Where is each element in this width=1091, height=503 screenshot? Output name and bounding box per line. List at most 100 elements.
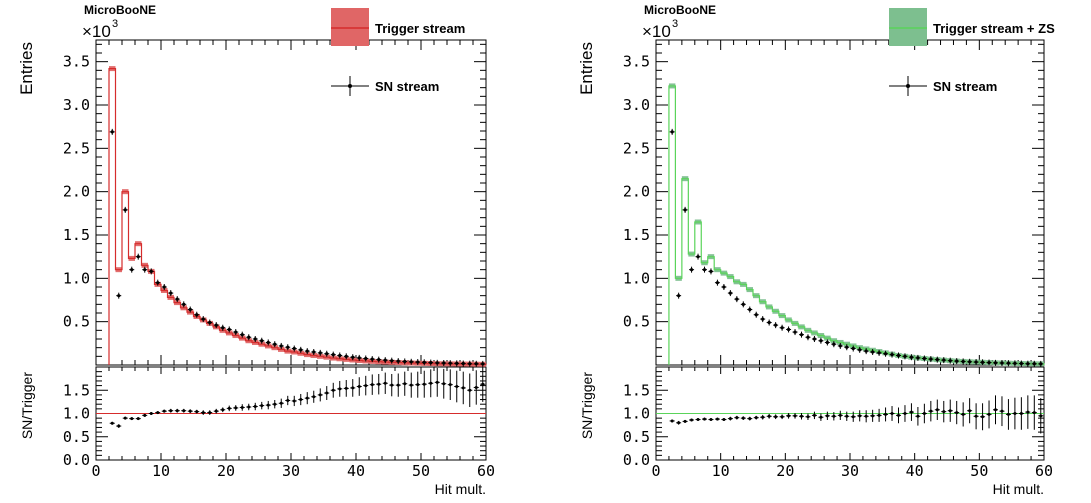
y-tick-label: 0.5 — [623, 313, 650, 331]
legend: Trigger stream + ZS SN stream — [889, 8, 1055, 96]
legend-entry: SN stream — [889, 76, 997, 96]
ratio-data-point — [928, 400, 934, 422]
x-tick-label: 20 — [217, 462, 235, 480]
sn-data-point — [980, 359, 986, 366]
ratio-data-point — [187, 409, 193, 414]
ratio-data-point — [766, 413, 772, 419]
sn-data-point — [304, 348, 310, 355]
ratio-data-point — [454, 370, 460, 403]
sn-data-point — [708, 268, 714, 275]
x-tick-label: 50 — [412, 462, 430, 480]
ratio-data-point — [402, 371, 408, 396]
ratio-data-point — [934, 399, 940, 421]
sn-data-point — [934, 356, 940, 363]
sn-data-point — [908, 354, 914, 361]
sn-data-point — [434, 359, 440, 366]
sn-data-point — [702, 266, 707, 273]
ratio-y-axis-label: SN/Trigger — [19, 372, 35, 440]
sn-data-point — [207, 319, 213, 326]
ratio-data-point — [161, 409, 167, 413]
experiment-label: MicroBooNE — [644, 3, 716, 17]
legend-entry: SN stream — [331, 76, 439, 96]
ratio-data-point — [194, 409, 200, 414]
ratio-data-point — [870, 409, 876, 422]
ratio-data-point — [246, 403, 252, 411]
sn-data-point — [402, 358, 408, 365]
sn-data-point — [155, 279, 161, 286]
sn-data-point — [831, 341, 837, 348]
legend-marker-dot — [348, 84, 352, 88]
ratio-data-point — [857, 410, 863, 422]
sn-data-point — [200, 316, 206, 323]
sn-data-point — [460, 360, 466, 367]
sn-data-point — [941, 357, 947, 364]
ratio-data-point — [298, 393, 304, 406]
y-tick-label: 3.0 — [623, 96, 650, 114]
ratio-data-point — [941, 400, 947, 423]
sn-data-point — [298, 346, 304, 353]
panel-trigger-zs-vs-sn: 0 10 20 30 40 50 60 0.5 1.0 1.5 2.0 2.5 3.0 3.5 0.0 0.5… — [577, 3, 1055, 497]
sn-data-point — [311, 349, 317, 355]
sn-data-point — [811, 336, 817, 342]
sn-data-point — [837, 342, 843, 349]
sn-data-point — [447, 360, 453, 367]
ratio-y-tick-label: 0.0 — [63, 451, 90, 469]
ratio-data-point — [434, 367, 440, 397]
sn-data-point — [850, 345, 856, 352]
sn-data-point — [272, 341, 278, 348]
sn-data-point — [239, 331, 245, 338]
ratio-data-point — [252, 402, 258, 411]
ratio-data-point — [324, 386, 330, 401]
sn-data-point — [135, 253, 141, 260]
ratio-data-point — [181, 408, 187, 413]
sn-data-point — [863, 348, 869, 355]
y-tick-label: 3.5 — [63, 53, 90, 71]
sn-data-point — [960, 358, 966, 365]
x-axis-label: Hit mult. — [993, 481, 1044, 497]
sn-data-point — [792, 329, 798, 336]
x-tick-label: 10 — [712, 462, 730, 480]
ratio-points — [109, 367, 486, 428]
ratio-points — [669, 395, 1044, 434]
sn-data-point — [747, 306, 753, 313]
legend-marker-dot — [906, 84, 910, 88]
sn-data-point — [467, 360, 473, 367]
ratio-y-axis-label: SN/Trigger — [579, 372, 595, 440]
ratio-data-point — [740, 416, 746, 421]
experiment-label: MicroBooNE — [84, 3, 156, 17]
ratio-data-point — [304, 392, 310, 405]
sn-data-point — [973, 359, 979, 366]
sn-data-point — [285, 344, 291, 351]
y-tick-label: 3.5 — [623, 53, 650, 71]
sn-data-point — [441, 360, 447, 367]
sn-data-point — [676, 292, 682, 299]
x-tick-label: 30 — [841, 462, 859, 480]
ratio-y-tick-label: 1.5 — [623, 381, 650, 399]
trigger-histogram-line — [108, 68, 487, 365]
ratio-data-point — [850, 411, 856, 422]
multiplier-exponent: 3 — [112, 18, 118, 30]
ratio-data-point — [844, 411, 850, 421]
sn-data-point — [857, 346, 863, 353]
y-tick-label: 1.5 — [63, 226, 90, 244]
sn-data-point — [330, 351, 336, 358]
sn-data-point — [947, 357, 953, 364]
y-tick-label: 1.5 — [623, 226, 650, 244]
ratio-data-point — [824, 411, 830, 421]
sn-data-point — [721, 284, 727, 290]
ratio-data-point — [148, 412, 154, 415]
ratio-data-point — [999, 396, 1005, 427]
ratio-data-point — [259, 401, 265, 410]
ratio-data-point — [727, 416, 733, 421]
ratio-data-point — [200, 410, 206, 415]
ratio-data-point — [480, 367, 486, 402]
ratio-data-point — [902, 405, 908, 422]
sn-data-point — [915, 354, 921, 361]
sn-data-point — [382, 357, 388, 364]
trigger-histogram — [108, 66, 487, 367]
ratio-data-point — [876, 408, 882, 422]
legend-label: SN stream — [933, 79, 997, 94]
multiplier-label: ×10 — [82, 22, 111, 41]
sn-data-point — [389, 357, 395, 364]
ratio-data-point — [356, 377, 362, 396]
